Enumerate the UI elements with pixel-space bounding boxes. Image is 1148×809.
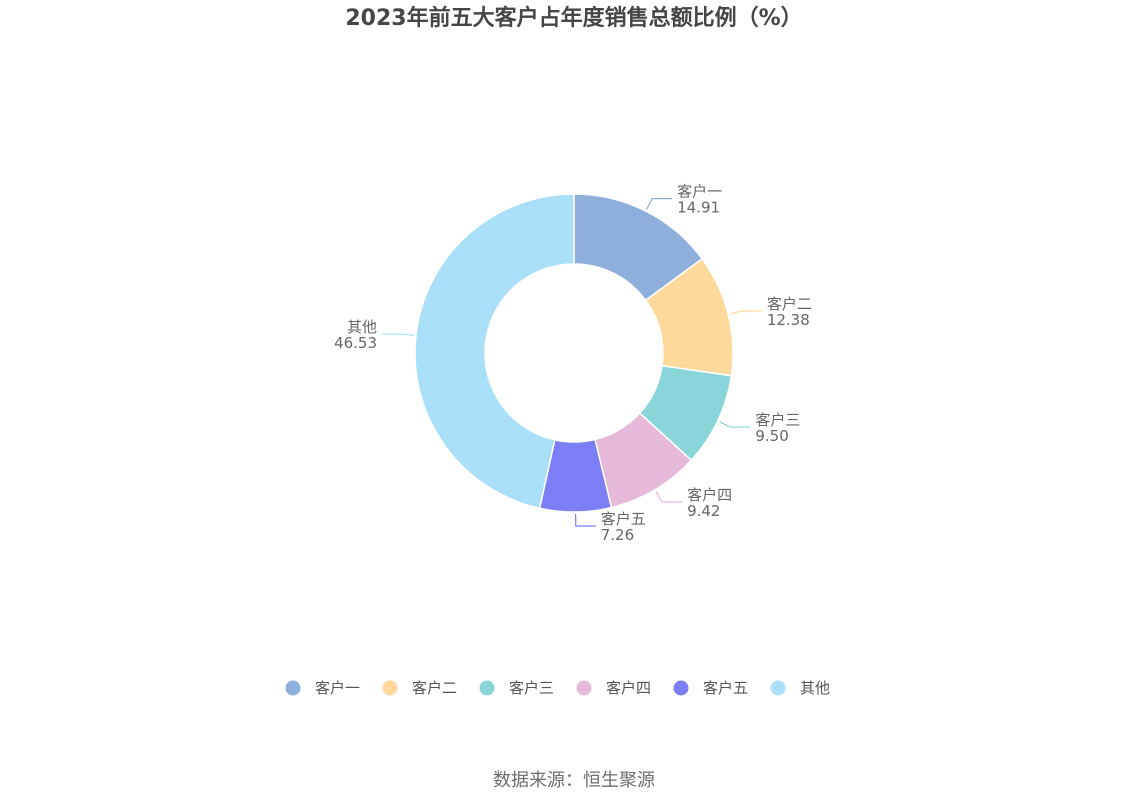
legend-label-5: 客户五 [703, 679, 748, 697]
leader-line-5 [575, 513, 596, 527]
slice-value-4: 9.42 [687, 502, 720, 520]
chart-title: 2023年前五大客户占年度销售总额比例（%） [345, 6, 803, 31]
slice-value-2: 12.38 [767, 311, 810, 329]
slice-value-6: 46.53 [334, 334, 377, 352]
leader-line-6 [382, 333, 415, 337]
legend-item-6[interactable]: 其他 [770, 679, 831, 697]
legend-swatch-4 [576, 680, 592, 696]
legend-item-3[interactable]: 客户三 [479, 679, 555, 697]
legend-label-3: 客户三 [509, 679, 554, 697]
legend-item-1[interactable]: 客户一 [285, 679, 361, 697]
slice-6[interactable] [414, 193, 575, 510]
slice-label-2: 客户二 [767, 295, 812, 313]
legend-label-2: 客户二 [412, 679, 457, 697]
legend-swatch-2 [382, 680, 398, 696]
legend-label-6: 其他 [800, 679, 830, 697]
slice-label-1: 客户一 [677, 183, 722, 201]
legend-label-1: 客户一 [315, 679, 360, 697]
leader-line-1 [646, 198, 673, 210]
legend-item-4[interactable]: 客户四 [576, 679, 652, 697]
slice-label-5: 客户五 [601, 510, 646, 528]
legend: 客户一 客户二 客户三 客户四 客户五 其他 [285, 679, 831, 697]
slice-value-3: 9.50 [755, 427, 788, 445]
donut-slices [414, 193, 734, 513]
legend-swatch-5 [673, 680, 689, 696]
label-leader-lines [382, 198, 762, 527]
legend-swatch-1 [285, 680, 301, 696]
slice-label-3: 客户三 [755, 411, 800, 429]
legend-item-5[interactable]: 客户五 [673, 679, 749, 697]
slice-label-4: 客户四 [687, 486, 732, 504]
leader-line-3 [719, 421, 751, 428]
leader-line-4 [655, 491, 683, 503]
legend-label-4: 客户四 [606, 679, 651, 697]
leader-line-2 [730, 310, 762, 315]
slice-value-1: 14.91 [677, 199, 720, 217]
data-source-note: 数据来源：恒生聚源 [493, 770, 655, 791]
legend-item-2[interactable]: 客户二 [382, 679, 458, 697]
slice-value-5: 7.26 [601, 526, 634, 544]
legend-swatch-3 [479, 680, 495, 696]
legend-swatch-6 [770, 680, 786, 696]
slice-label-6: 其他 [347, 318, 377, 336]
